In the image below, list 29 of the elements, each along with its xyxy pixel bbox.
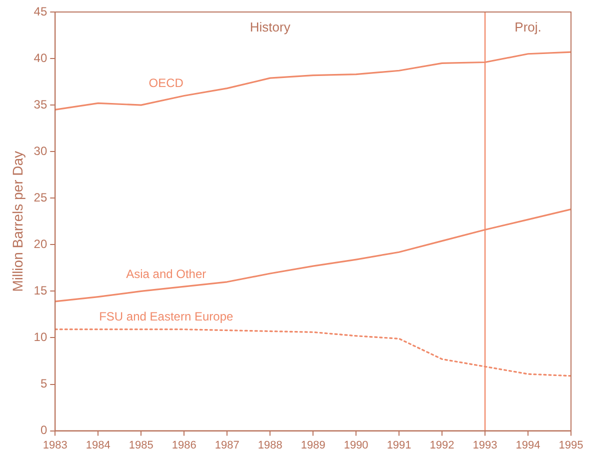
x-tick-label: 1988 bbox=[258, 439, 282, 452]
series-label: Asia and Other bbox=[126, 266, 206, 281]
series-label: FSU and Eastern Europe bbox=[99, 310, 234, 324]
y-tick-label: 30 bbox=[34, 144, 48, 158]
y-tick-label: 45 bbox=[34, 4, 48, 18]
y-tick-label: 15 bbox=[34, 284, 48, 298]
annotation: Proj. bbox=[514, 20, 542, 35]
y-tick-label: 40 bbox=[34, 50, 48, 65]
x-tick-label: 1991 bbox=[386, 439, 412, 452]
y-tick-label: 25 bbox=[34, 190, 48, 204]
x-tick-label: 1984 bbox=[86, 439, 110, 452]
x-tick-label: 1994 bbox=[516, 439, 540, 452]
x-tick-label: 1985 bbox=[128, 439, 154, 452]
x-tick-label: 1993 bbox=[472, 439, 498, 452]
y-tick-label: 5 bbox=[40, 376, 48, 391]
y-tick-label: 35 bbox=[34, 97, 48, 112]
y-tick-label: 20 bbox=[34, 236, 48, 251]
y-tick-label: 10 bbox=[34, 330, 48, 344]
x-tick-label: 1986 bbox=[172, 439, 196, 452]
annotation: History bbox=[250, 20, 291, 35]
x-tick-label: 1990 bbox=[344, 439, 368, 452]
x-tick-label: 1989 bbox=[300, 439, 326, 452]
x-tick-label: 1995 bbox=[558, 439, 584, 452]
y-axis-title: Million Barrels per Day bbox=[9, 150, 26, 292]
x-tick-label: 1983 bbox=[42, 439, 68, 452]
series-label: OECD bbox=[148, 76, 184, 90]
y-tick-label: 0 bbox=[40, 423, 48, 438]
x-tick-label: 1987 bbox=[214, 439, 240, 452]
x-tick-label: 1992 bbox=[430, 439, 454, 452]
